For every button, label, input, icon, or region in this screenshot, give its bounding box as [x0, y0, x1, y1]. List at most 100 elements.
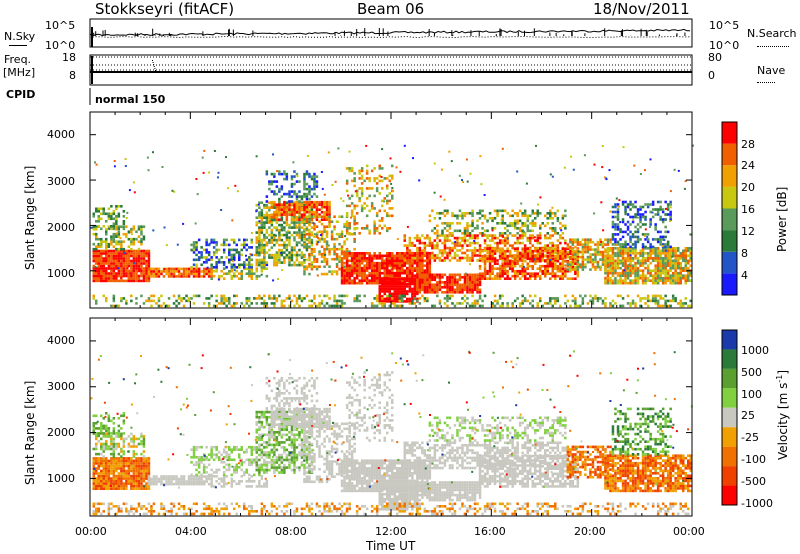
- heat-cell: [619, 243, 622, 246]
- heat-cell: [333, 247, 336, 251]
- heat-cell: [290, 258, 294, 262]
- heat-cell: [305, 203, 309, 206]
- heat-cell: [401, 294, 404, 298]
- heat-cell: [471, 259, 474, 262]
- heat-cell: [370, 274, 374, 277]
- heat-speck: [117, 267, 120, 270]
- heat-cell: [335, 302, 339, 305]
- heat-cell: [310, 243, 314, 247]
- heat-cell: [270, 221, 274, 224]
- heat-cell: [481, 304, 484, 308]
- heat-cell: [453, 236, 457, 240]
- heat-cell: [481, 232, 484, 235]
- heat-cell: [275, 263, 279, 267]
- heat-cell: [263, 253, 266, 257]
- heat-cell: [115, 304, 118, 308]
- heat-cell: [671, 249, 675, 253]
- heat-cell: [626, 257, 630, 260]
- heat-cell: [531, 229, 534, 233]
- heat-cell: [478, 294, 482, 298]
- heat-cell: [616, 281, 620, 285]
- heat-cell: [604, 281, 607, 285]
- heat-cell: [350, 274, 354, 277]
- heat-cell: [303, 210, 306, 214]
- heat-cell: [596, 243, 600, 246]
- heat-cell: [212, 238, 216, 242]
- heat-speck: [337, 147, 340, 150]
- heat-cell: [348, 204, 351, 208]
- heat-cell: [594, 255, 597, 259]
- heat-cell: [411, 282, 414, 286]
- heat-speck: [190, 249, 193, 252]
- heat-cell: [661, 238, 665, 241]
- heat-cell: [403, 290, 406, 293]
- heat-cell: [629, 259, 632, 263]
- heat-cell: [654, 259, 657, 263]
- heat-cell: [418, 264, 422, 267]
- heat-cell: [458, 249, 462, 252]
- heat-cell: [358, 271, 361, 275]
- heat-cell: [493, 274, 497, 278]
- heat-cell: [634, 264, 637, 267]
- heat-cell: [529, 302, 532, 305]
- heat-cell: [315, 240, 319, 243]
- heat-cell: [541, 247, 544, 250]
- heat-cell: [576, 254, 580, 258]
- heat-cell: [659, 261, 662, 265]
- heat-cell: [230, 253, 233, 257]
- heat-cell: [458, 291, 462, 294]
- heat-cell: [651, 203, 655, 206]
- heat-cell: [679, 252, 682, 255]
- heat-cell: [215, 261, 218, 264]
- heat-cell: [230, 267, 233, 270]
- heat-cell: [506, 304, 509, 308]
- heat-cell: [521, 299, 524, 303]
- heat-cell: [576, 304, 580, 308]
- heat-cell: [576, 274, 580, 278]
- heat-cell: [438, 249, 442, 252]
- heat-cell: [388, 277, 391, 281]
- heat-cell: [516, 252, 519, 255]
- heat-cell: [443, 241, 447, 245]
- heat-cell: [343, 302, 346, 305]
- heat-cell: [473, 234, 477, 237]
- heat-cell: [438, 251, 442, 255]
- heat-cell: [609, 247, 612, 250]
- heat-cell: [508, 249, 512, 253]
- heat-cell: [611, 249, 615, 253]
- heat-cell: [664, 218, 667, 221]
- heat-cell: [579, 255, 582, 259]
- heat-cell: [273, 210, 276, 214]
- heat-cell: [664, 247, 667, 250]
- heat-cell: [644, 210, 647, 214]
- heat-cell: [313, 203, 316, 206]
- heat-cell: [107, 207, 111, 211]
- heat-cell: [265, 274, 269, 278]
- heat-cell: [596, 248, 600, 251]
- heat-cell: [669, 276, 672, 280]
- heat-cell: [130, 262, 133, 265]
- heat-cell: [355, 252, 359, 255]
- heat-cell: [468, 281, 472, 284]
- heat-cell: [323, 205, 326, 209]
- heat-cell: [677, 281, 680, 285]
- heat-cell: [616, 225, 620, 229]
- heat-cell: [403, 234, 406, 237]
- heat-cell: [529, 257, 532, 260]
- heat-cell: [473, 281, 477, 284]
- heat-cell: [386, 274, 389, 277]
- heat-cell: [418, 302, 422, 305]
- heat-cell: [125, 235, 128, 238]
- heat-cell: [102, 262, 105, 265]
- heat-cell: [491, 277, 494, 280]
- heat-cell: [536, 259, 539, 263]
- heat-cell: [416, 239, 419, 242]
- heat-cell: [325, 247, 329, 251]
- heat-cell: [508, 267, 512, 270]
- heat-cell: [308, 185, 311, 188]
- heat-cell: [616, 208, 620, 211]
- heat-cell: [308, 231, 311, 234]
- heat-cell: [651, 249, 655, 253]
- heat-cell: [631, 259, 635, 263]
- heat-cell: [516, 227, 519, 230]
